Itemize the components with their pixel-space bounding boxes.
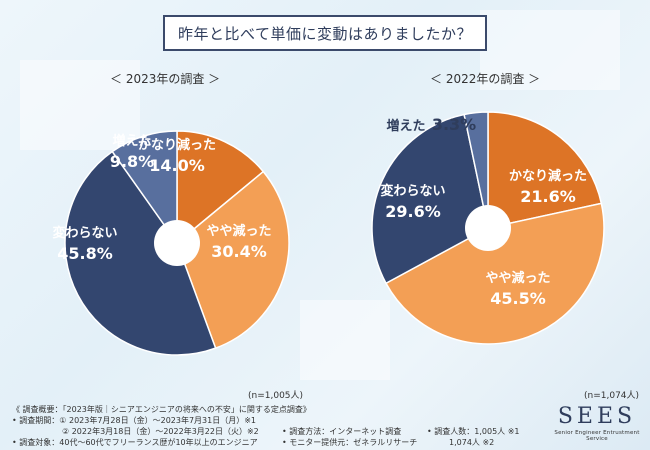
slice-name-label: やや減った [206, 223, 271, 239]
page-title: 昨年と比べて単価に変動はありましたか？ [163, 15, 487, 51]
slice-value-label: 29.6% [385, 202, 441, 221]
footer-line-1: 《 調査概要：「2023年版｜シニアエンジニアの将来への不安」に関する定点調査》 [12, 405, 311, 414]
slice-name-label: 変わらない [380, 183, 445, 199]
footer-count: • 調査人数：1,005人 ※1 [427, 427, 520, 436]
slice-value-label: 14.0% [149, 156, 205, 175]
pie-slice-2022-3 [371, 113, 489, 285]
slice-value-label: 21.6% [520, 187, 576, 206]
donut-hole [465, 205, 511, 251]
footer-count-2: 1,074人 ※2 [449, 438, 495, 447]
slice-name-label: かなり減った [138, 137, 216, 153]
sees-logo: SEES Senior Engineer Entrustment Service [548, 404, 646, 442]
slice-value-label: 45.8% [57, 244, 113, 263]
footer-monitor: • モニター提供元：ゼネラルリサーチ [282, 438, 418, 447]
donut-hole [154, 220, 200, 266]
pie-slice-2023-2 [176, 170, 290, 350]
pie-slice-2022-2 [384, 202, 605, 345]
pie-slice-2022-4 [463, 111, 489, 229]
slice-value-label: 45.5% [490, 289, 546, 308]
chart-2023-sample-size: (n=1,005人) [248, 391, 304, 401]
pie-slice-2023-4 [111, 130, 178, 246]
slice-name-label: 変わらない [52, 225, 117, 241]
slice-value-label: 3.3% [432, 115, 476, 134]
slice-name-label: 増えた [112, 133, 151, 149]
chart-2022-sample-size: (n=1,074人) [584, 391, 640, 401]
footer-line-2: • 調査期間：① 2023年7月28日（金）〜2023年7月31日（月）※1 [12, 416, 257, 425]
slice-value-label: 30.4% [211, 242, 267, 261]
footer-method: • 調査方法：インターネット調査 [282, 427, 402, 436]
logo-subtext: Senior Engineer Entrustment Service [554, 430, 640, 442]
pie-slice-2023-3 [64, 150, 217, 356]
chart-2023-subtitle: ＜ 2023年の調査 ＞ [110, 72, 221, 86]
pie-slice-2022-1 [487, 111, 603, 229]
slice-value-label: 9.8% [110, 152, 154, 171]
pie-slice-2023-1 [176, 130, 265, 245]
chart-2022-subtitle: ＜ 2022年の調査 ＞ [430, 72, 541, 86]
slice-name-label: 増えた [386, 118, 425, 134]
footer-line-3: ② 2022年3月18日（金）〜2022年3月22日（火）※2 [62, 427, 259, 436]
slice-name-label: やや減った [485, 270, 550, 286]
footer-target: • 調査対象：40代〜60代でフリーランス歴が10年以上のエンジニア [12, 438, 258, 447]
slice-name-label: かなり減った [509, 168, 587, 184]
logo-text: SEES [557, 404, 637, 429]
